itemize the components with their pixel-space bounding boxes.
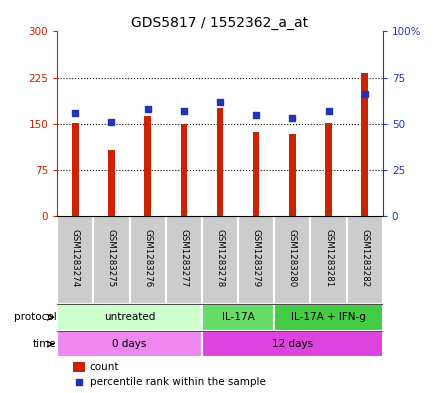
- Point: [180, 108, 187, 114]
- Text: GSM1283276: GSM1283276: [143, 229, 152, 288]
- Bar: [217, 108, 223, 216]
- Text: 12 days: 12 days: [272, 339, 313, 349]
- Bar: [361, 73, 368, 216]
- Bar: [166, 216, 202, 304]
- Bar: [73, 362, 85, 372]
- Point: [108, 119, 115, 125]
- Text: protocol: protocol: [14, 312, 56, 322]
- Bar: [253, 132, 260, 216]
- Bar: [347, 216, 383, 304]
- Point: [289, 115, 296, 121]
- Text: 0 days: 0 days: [112, 339, 147, 349]
- Point: [216, 99, 224, 105]
- Text: time: time: [33, 339, 56, 349]
- Bar: [144, 116, 151, 216]
- Point: [72, 110, 79, 116]
- Bar: [202, 304, 274, 331]
- Bar: [57, 216, 93, 304]
- Text: IL-17A + IFN-g: IL-17A + IFN-g: [291, 312, 366, 322]
- Bar: [289, 134, 296, 216]
- Text: GSM1283280: GSM1283280: [288, 229, 297, 288]
- Bar: [57, 331, 202, 358]
- Point: [325, 108, 332, 114]
- Text: GSM1283282: GSM1283282: [360, 229, 369, 288]
- Text: percentile rank within the sample: percentile rank within the sample: [90, 377, 266, 387]
- Bar: [311, 216, 347, 304]
- Bar: [202, 216, 238, 304]
- Bar: [129, 216, 166, 304]
- Text: GSM1283277: GSM1283277: [180, 229, 188, 288]
- Bar: [72, 123, 79, 216]
- Bar: [274, 304, 383, 331]
- Bar: [93, 216, 129, 304]
- Text: untreated: untreated: [104, 312, 155, 322]
- Point: [76, 379, 83, 385]
- Bar: [108, 151, 115, 216]
- Text: GSM1283278: GSM1283278: [216, 229, 224, 288]
- Text: GSM1283274: GSM1283274: [71, 229, 80, 288]
- Text: GSM1283275: GSM1283275: [107, 229, 116, 288]
- Bar: [274, 216, 311, 304]
- Text: GSM1283281: GSM1283281: [324, 229, 333, 288]
- Bar: [202, 331, 383, 358]
- Bar: [325, 123, 332, 216]
- Bar: [180, 124, 187, 216]
- Text: GSM1283279: GSM1283279: [252, 229, 260, 287]
- Text: count: count: [90, 362, 119, 372]
- Point: [253, 112, 260, 118]
- Point: [144, 106, 151, 112]
- Bar: [57, 304, 202, 331]
- Bar: [238, 216, 274, 304]
- Title: GDS5817 / 1552362_a_at: GDS5817 / 1552362_a_at: [132, 17, 308, 30]
- Point: [361, 91, 368, 97]
- Text: IL-17A: IL-17A: [222, 312, 254, 322]
